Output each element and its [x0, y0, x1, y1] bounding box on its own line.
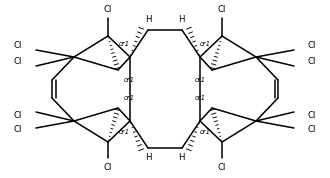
Text: or1: or1	[124, 77, 135, 83]
Text: Cl: Cl	[104, 163, 112, 171]
Text: or1: or1	[124, 95, 135, 101]
Text: Cl: Cl	[14, 111, 22, 121]
Text: Cl: Cl	[308, 41, 316, 51]
Text: or1: or1	[119, 129, 130, 135]
Text: or1: or1	[200, 41, 211, 47]
Text: H: H	[145, 15, 151, 25]
Text: Cl: Cl	[218, 163, 226, 171]
Text: or1: or1	[195, 77, 206, 83]
Text: or1: or1	[195, 95, 206, 101]
Text: H: H	[145, 153, 151, 163]
Text: Cl: Cl	[14, 57, 22, 67]
Text: Cl: Cl	[104, 6, 112, 14]
Text: Cl: Cl	[218, 6, 226, 14]
Text: Cl: Cl	[14, 125, 22, 135]
Text: H: H	[179, 153, 185, 163]
Text: Cl: Cl	[308, 125, 316, 135]
Text: H: H	[179, 15, 185, 25]
Text: Cl: Cl	[308, 111, 316, 121]
Text: or1: or1	[119, 41, 130, 47]
Text: or1: or1	[200, 129, 211, 135]
Text: Cl: Cl	[14, 41, 22, 51]
Text: Cl: Cl	[308, 57, 316, 67]
